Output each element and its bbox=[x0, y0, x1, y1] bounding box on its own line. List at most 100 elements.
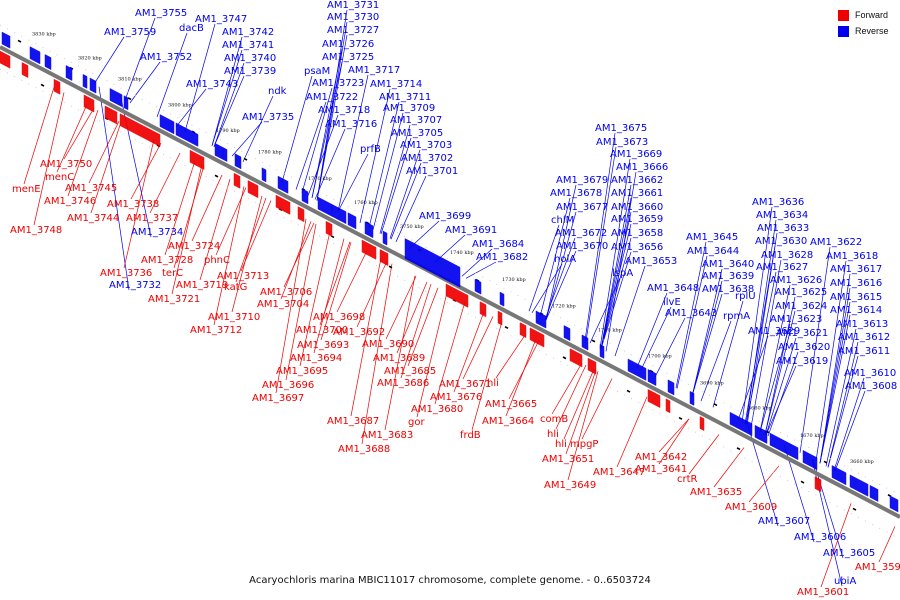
reverse-gene-label: AM1_3644 bbox=[687, 246, 739, 257]
reverse-leader-line bbox=[545, 184, 577, 321]
forward-gene bbox=[53, 78, 61, 95]
forward-gene-label: hli bbox=[487, 378, 499, 389]
kbp-tick-label: 1710 kbp bbox=[598, 327, 622, 333]
strand-mark bbox=[626, 389, 631, 393]
reverse-gene bbox=[729, 411, 753, 437]
reverse-gene-label: AM1_3714 bbox=[370, 79, 422, 90]
forward-gene-label: AM1_3736 bbox=[100, 268, 152, 279]
strand-mark bbox=[800, 480, 805, 484]
reverse-gene bbox=[382, 230, 388, 246]
forward-gene-label: katG bbox=[224, 282, 247, 293]
reverse-gene bbox=[331, 203, 347, 225]
forward-gene bbox=[497, 310, 503, 326]
reverse-leader-line bbox=[827, 341, 859, 468]
reverse-leader-line bbox=[737, 335, 769, 421]
reverse-gene bbox=[802, 449, 818, 471]
reverse-leader-line bbox=[395, 175, 427, 242]
reverse-leader-line bbox=[676, 255, 708, 389]
reverse-gene bbox=[234, 153, 242, 170]
legend-reverse-label: Reverse bbox=[855, 26, 889, 36]
reverse-leader-line bbox=[93, 36, 125, 85]
reverse-gene bbox=[159, 114, 175, 135]
forward-gene bbox=[361, 239, 377, 260]
forward-gene-label: AM1_3692 bbox=[333, 327, 385, 338]
forward-gene-label: AM1_3744 bbox=[67, 213, 119, 224]
reverse-leader-line bbox=[531, 263, 563, 314]
forward-leader-line bbox=[280, 221, 312, 300]
reverse-gene-label: AM1_3660 bbox=[611, 202, 663, 213]
reverse-gene-label: AM1_3759 bbox=[104, 27, 156, 38]
reverse-gene bbox=[535, 310, 547, 329]
reverse-gene-label: AM1_3702 bbox=[401, 153, 453, 164]
reverse-gene-label: AM1_3755 bbox=[135, 8, 187, 19]
reverse-leader-line bbox=[337, 74, 369, 212]
kbp-tick-label: 3660 kbp bbox=[850, 459, 874, 465]
forward-leader-line bbox=[56, 104, 88, 173]
forward-gene bbox=[379, 249, 389, 267]
reverse-gene-label: AM1_3607 bbox=[758, 516, 810, 527]
reverse-gene-label: AM1_3653 bbox=[625, 256, 677, 267]
reverse-gene bbox=[109, 88, 123, 108]
reverse-gene-label: AM1_3743 bbox=[186, 79, 238, 90]
reverse-leader-line bbox=[745, 271, 777, 425]
reverse-gene-label: AM1_3727 bbox=[327, 25, 379, 36]
reverse-gene-label: AM1_3640 bbox=[702, 259, 754, 270]
strand-mark bbox=[504, 326, 509, 330]
strand-mark bbox=[736, 447, 741, 451]
forward-gene-label: terC bbox=[162, 268, 183, 279]
forward-gene-label: AM1_3601 bbox=[797, 587, 849, 598]
forward-gene bbox=[587, 357, 597, 375]
forward-leader-line bbox=[164, 160, 196, 256]
forward-gene-label: phnC bbox=[204, 255, 230, 266]
reverse-leader-line bbox=[585, 146, 617, 342]
reverse-gene-label: AM1_3703 bbox=[400, 140, 452, 151]
forward-leader-line bbox=[67, 110, 99, 197]
reverse-leader-line bbox=[600, 211, 632, 349]
reverse-leader-line bbox=[700, 320, 732, 402]
reverse-gene-label: AM1_3752 bbox=[140, 52, 192, 63]
forward-gene bbox=[247, 180, 259, 199]
forward-gene bbox=[104, 105, 118, 125]
forward-gene-label: AM1_3728 bbox=[141, 255, 193, 266]
legend-forward-label: Forward bbox=[855, 10, 889, 20]
reverse-leader-line bbox=[307, 114, 339, 196]
reverse-gene-label: psaM bbox=[304, 66, 330, 77]
forward-gene-label: gor bbox=[408, 417, 425, 428]
reverse-gene-label: AM1_3679 bbox=[556, 175, 608, 186]
forward-leader-line bbox=[283, 222, 315, 288]
reverse-gene bbox=[44, 54, 52, 71]
reverse-leader-line bbox=[545, 250, 577, 321]
forward-gene bbox=[297, 206, 305, 223]
reverse-leader-line bbox=[359, 88, 391, 224]
forward-leader-line bbox=[313, 238, 345, 354]
reverse-leader-line bbox=[636, 292, 668, 368]
reverse-gene bbox=[831, 465, 847, 486]
reverse-leader-line bbox=[599, 158, 631, 349]
reverse-gene-label: AM1_3707 bbox=[390, 115, 442, 126]
strand-mark bbox=[823, 460, 828, 464]
reverse-gene-label: ndk bbox=[268, 86, 287, 97]
reverse-gene bbox=[1, 31, 11, 49]
reverse-leader-line bbox=[231, 121, 263, 157]
reverse-leader-line bbox=[295, 101, 327, 190]
forward-leader-line bbox=[400, 283, 432, 379]
reverse-gene bbox=[474, 278, 482, 295]
reverse-leader-line bbox=[98, 86, 130, 291]
reverse-gene-label: AM1_3711 bbox=[379, 92, 431, 103]
reverse-leader-line bbox=[589, 277, 621, 344]
reverse-gene bbox=[301, 188, 309, 205]
forward-gene bbox=[325, 220, 333, 237]
reverse-leader-line bbox=[184, 23, 216, 132]
forward-gene-label: AM1_3641 bbox=[635, 464, 687, 475]
forward-leader-line bbox=[235, 197, 267, 283]
forward-leader-line bbox=[658, 418, 690, 465]
reverse-leader-line bbox=[819, 287, 851, 464]
reverse-gene-label: AM1_3643 bbox=[665, 308, 717, 319]
forward-gene-label: AM1_3683 bbox=[361, 430, 413, 441]
forward-gene bbox=[275, 194, 291, 215]
reverse-leader-line bbox=[712, 300, 744, 408]
forward-gene bbox=[189, 149, 205, 170]
reverse-gene-label: ilvE bbox=[663, 297, 681, 308]
forward-leader-line bbox=[551, 362, 583, 415]
kbp-tick-label: 3680 kbp bbox=[748, 406, 772, 412]
